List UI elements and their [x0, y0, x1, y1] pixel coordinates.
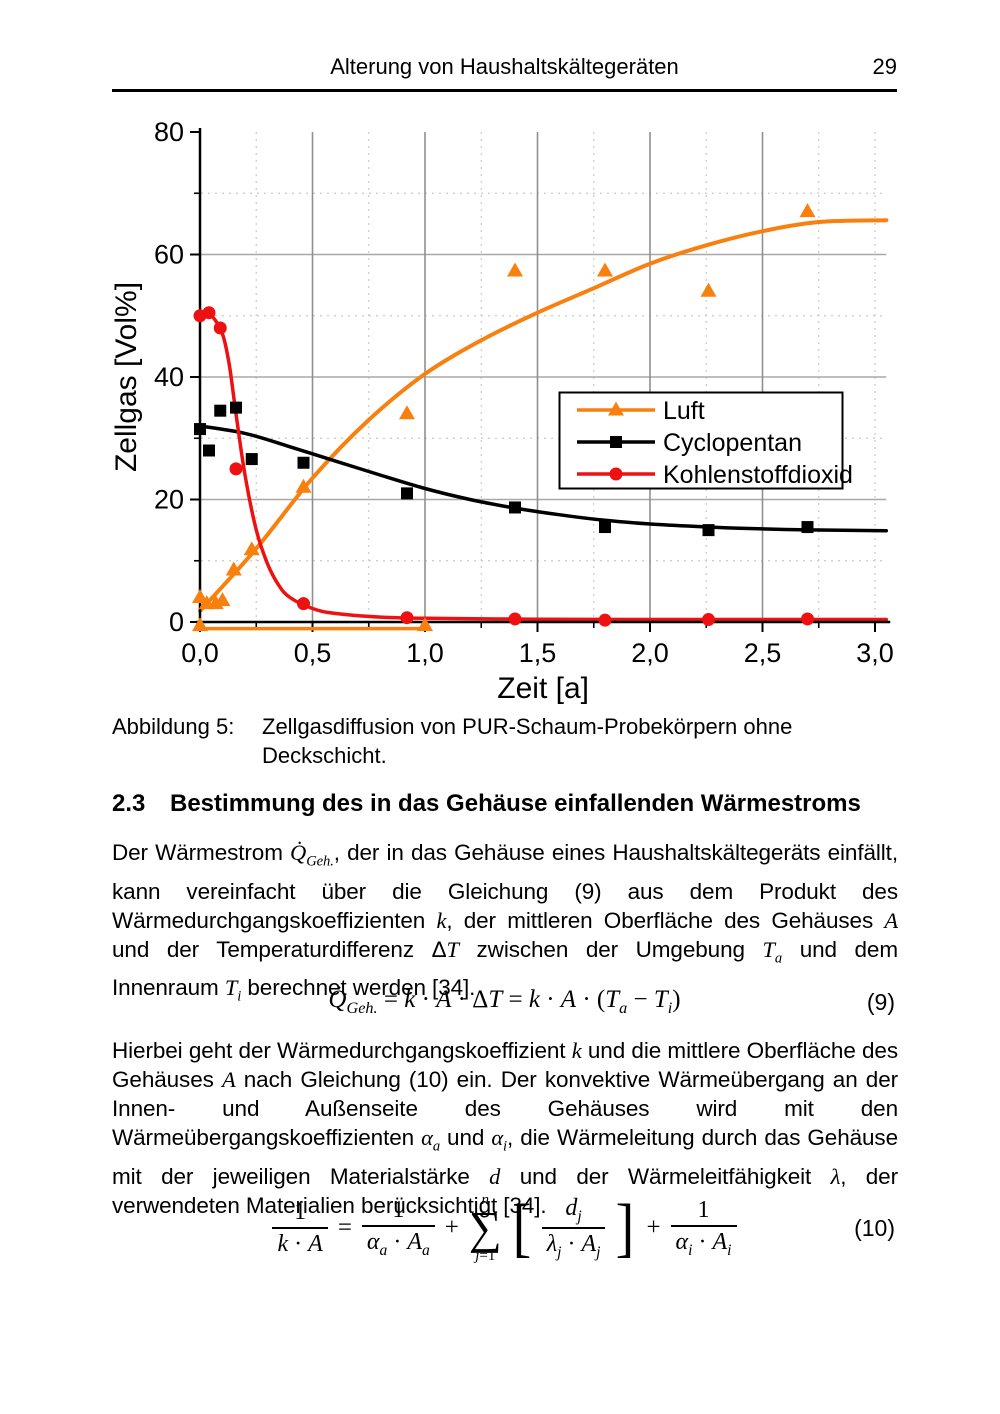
legend-label-cyclopentan: Cyclopentan	[663, 429, 802, 457]
svg-text:0,0: 0,0	[181, 638, 219, 668]
series-fit-cyclopentan	[198, 424, 889, 533]
series-fit-kohlenstoffdioxid	[198, 312, 889, 622]
operator: =	[337, 1214, 352, 1241]
tick-labels: 0,0 0,5 1,0 1,5 2,0 2,5 3,0 0 20 40 60 80	[154, 117, 894, 668]
page-header: Alterung von Haushaltskältegeräten 29	[112, 54, 897, 92]
page-number: 29	[872, 54, 897, 79]
section-number: 2.3	[112, 790, 146, 817]
svg-text:40: 40	[154, 362, 184, 392]
legend-label-kohlenstoffdioxid: Kohlenstoffdioxid	[663, 461, 853, 489]
bracket: ]	[616, 1191, 635, 1265]
series-points-kohlenstoffdioxid	[193, 306, 814, 627]
svg-text:2,0: 2,0	[631, 638, 669, 668]
summation: n ∑ j=1	[468, 1191, 502, 1264]
fraction: 1 αi · Ai	[670, 1197, 737, 1259]
svg-text:60: 60	[154, 240, 184, 270]
axes	[190, 128, 891, 632]
series-baseline-luft	[192, 617, 433, 632]
paragraph-warmestrom: Der Wärmestrom Q̇Geh., der in das Gehäus…	[112, 840, 898, 1005]
gridlines	[201, 132, 887, 621]
equation-10-number: (10)	[854, 1214, 895, 1241]
svg-text:0,5: 0,5	[294, 638, 332, 668]
svg-text:2,5: 2,5	[744, 638, 782, 668]
y-axis-title: Zellgas [Vol%]	[110, 282, 143, 472]
svg-text:1,5: 1,5	[519, 638, 557, 668]
zellgas-diffusion-chart: 0,0 0,5 1,0 1,5 2,0 2,5 3,0 0 20 40 60 80 Zeit [a] Ze…	[110, 117, 894, 705]
figure-caption: Abbildung 5: Zellgasdiffusion von PUR-Sc…	[112, 712, 897, 770]
equation-9-body: Q̇Geh. = k · A · ΔT = k · A · (Ta − Ti)	[328, 986, 681, 1017]
svg-text:80: 80	[154, 117, 184, 147]
svg-text:20: 20	[154, 485, 184, 515]
equation-9-number: (9)	[866, 988, 895, 1015]
paragraph-waermedurchgang: Hierbei geht der Wärmedurchgangskoeffizi…	[112, 1038, 898, 1218]
x-axis-title: Zeit [a]	[497, 672, 589, 705]
bracket: [	[512, 1191, 532, 1265]
fraction: 1 αa · Aa	[361, 1197, 435, 1259]
legend: Luft Cyclopentan Kohlenstoffdioxid	[558, 391, 853, 490]
running-title: Alterung von Haushaltskältegeräten	[330, 54, 679, 79]
operator: +	[444, 1214, 459, 1241]
section-heading: 2.3 Bestimmung des in das Gehäuse einfal…	[112, 790, 897, 818]
figure-caption-label: Abbildung 5:	[112, 714, 235, 739]
operator: +	[646, 1214, 661, 1241]
series-points-luft	[192, 203, 816, 610]
svg-text:1,0: 1,0	[406, 638, 444, 668]
legend-label-luft: Luft	[663, 397, 705, 425]
equation-9: Q̇Geh. = k · A · ΔT = k · A · (Ta − Ti) …	[112, 980, 897, 1024]
figure-caption-text: Zellgasdiffusion von PUR-Schaum-Probekör…	[262, 714, 793, 768]
section-title: Bestimmung des in das Gehäuse einfallend…	[170, 790, 861, 817]
svg-text:0: 0	[169, 607, 184, 637]
fraction: dj λj · Aj	[541, 1195, 606, 1261]
svg-text:3,0: 3,0	[856, 638, 894, 668]
series-points-cyclopentan	[194, 401, 814, 537]
